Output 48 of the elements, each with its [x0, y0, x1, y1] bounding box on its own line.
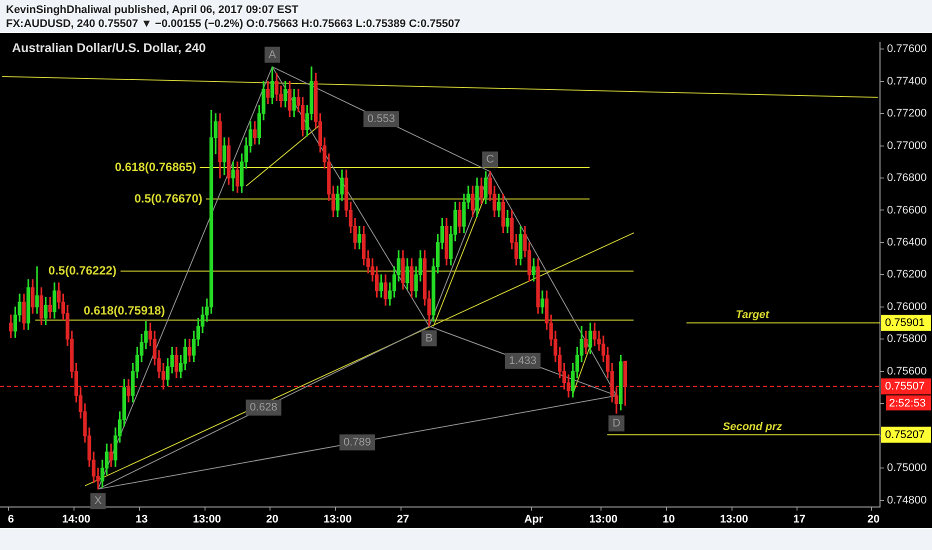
ref-line-label: Second prz	[722, 420, 783, 433]
y-tick-label: 0.77600	[887, 43, 927, 56]
x-tick-label: 6	[8, 513, 14, 526]
x-tick-label: 13	[135, 513, 148, 526]
data-label: B	[425, 332, 433, 344]
x-tick-label: 17	[793, 513, 806, 526]
series-label: 0.628	[250, 402, 278, 414]
text: KevinSinghDhaliwal published, April 06, 2017 09:07 EST	[6, 3, 300, 17]
y-tick-label: 0.76600	[887, 204, 927, 216]
y-tick-label: 0.77200	[887, 108, 927, 120]
ref-line-label: 0.618(0.75918)	[84, 303, 165, 318]
y-tick-label: 0.75600	[887, 365, 927, 378]
x-tick-label: 20	[867, 513, 880, 526]
x-tick-label: 13:00	[720, 513, 748, 526]
x-tick-label: 13:00	[589, 513, 618, 526]
ref-line-label: 0.75507	[885, 380, 925, 392]
y-tick-label: 0.76400	[887, 236, 927, 248]
y-tick-label: 0.74800	[887, 494, 927, 506]
x-tick-label: 14:00	[62, 513, 90, 526]
y-tick-label: 0.75000	[887, 462, 927, 474]
y-tick-label: 0.76200	[887, 268, 927, 281]
x-tick-label: 20	[266, 513, 278, 526]
x-tick-label: 13:00	[324, 513, 352, 526]
chart-title: Australian Dollar/U.S. Dollar, 240	[12, 41, 206, 55]
text: 0.75901	[885, 316, 925, 329]
x-tick-label: Apr	[524, 513, 544, 526]
ref-line-label: Target	[736, 308, 770, 321]
series-label: 0.789	[343, 436, 371, 448]
chart-subtitle: FX:AUDUSD, 240 0.75507 ▼ −0.00155 (−0.2%) O:0.75663 H:0.75663 L:0.75389 C:0.75507	[6, 17, 462, 31]
text: 2:52:53	[889, 397, 926, 410]
series-label: 0.553	[367, 113, 395, 126]
ref-line-label: 0.5(0.76222)	[48, 263, 116, 278]
y-tick-label: 0.77400	[887, 75, 927, 88]
x-tick-label: 10	[662, 513, 675, 526]
data-label: D	[612, 417, 620, 430]
data-label: A	[268, 48, 277, 61]
ref-line-label: 0.618(0.76865)	[114, 160, 196, 174]
x-tick-label: 27	[396, 513, 410, 526]
ref-line-label: 0.5(0.76670)	[134, 191, 202, 206]
y-tick-label: 0.77000	[887, 140, 927, 152]
x-tick-label: 13:00	[192, 513, 221, 526]
y-tick-label: 0.75800	[887, 333, 927, 346]
text: 0.75207	[885, 428, 925, 441]
data-label: X	[94, 495, 102, 508]
y-tick-label: 0.76800	[887, 172, 927, 184]
series-label: 1.433	[509, 354, 537, 367]
data-label: C	[486, 154, 494, 166]
y-tick-label: 0.76000	[887, 300, 927, 313]
